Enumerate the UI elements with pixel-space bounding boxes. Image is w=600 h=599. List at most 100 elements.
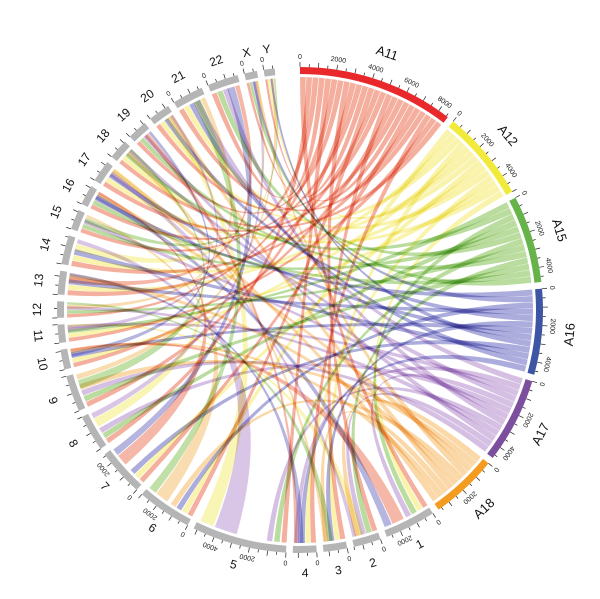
tick-mark <box>152 505 157 511</box>
segment-label-16: 16 <box>59 176 78 195</box>
tick-mark <box>514 423 518 426</box>
ribbon-5-14 <box>76 239 251 535</box>
ribbon-A17-15 <box>83 219 509 420</box>
ribbon-A11-5 <box>281 78 332 543</box>
tick-mark <box>362 544 365 550</box>
segment-arc-A16 <box>527 288 543 375</box>
tick-mark <box>459 124 463 128</box>
tick-mark <box>77 416 82 420</box>
tick-mark <box>72 402 76 404</box>
tick-label: 2000 <box>396 533 413 546</box>
segment-label-10: 10 <box>34 356 51 372</box>
tick-mark <box>539 266 545 268</box>
tick-mark <box>441 507 444 511</box>
tick-mark <box>497 166 501 169</box>
tick-mark <box>424 518 427 522</box>
tick-mark <box>414 93 418 97</box>
tick-mark <box>446 113 449 117</box>
tick-mark <box>168 516 172 521</box>
tick-mark <box>252 68 254 72</box>
tick-mark <box>526 398 532 401</box>
segment-label-9: 9 <box>45 395 61 406</box>
segment-arc-Y <box>263 68 276 77</box>
tick-mark <box>242 68 245 74</box>
tick-mark <box>139 120 144 125</box>
tick-mark <box>60 253 64 256</box>
tick-mark <box>540 343 546 346</box>
segment-arc-4 <box>292 545 317 553</box>
tick-mark <box>438 106 443 111</box>
tick-mark <box>372 73 375 79</box>
tick-mark <box>125 132 130 137</box>
segment-arc-A17 <box>487 379 533 459</box>
tick-label: 0 <box>548 286 555 291</box>
segment-arc-A11 <box>300 67 448 123</box>
ribbon-A18-20 <box>168 115 454 490</box>
ribbon-A15-19 <box>140 137 527 270</box>
tick-mark <box>519 204 523 207</box>
tick-mark <box>466 129 471 134</box>
tick-mark <box>532 239 536 241</box>
tick-mark <box>485 151 489 154</box>
segment-arc-7 <box>104 450 142 490</box>
tick-label: 0 <box>180 530 187 538</box>
tick-mark <box>100 161 106 166</box>
tick-mark <box>161 511 165 514</box>
segment-label-13: 13 <box>31 273 46 288</box>
ribbon-A17-2 <box>346 393 493 535</box>
tick-mark <box>408 527 411 531</box>
ribbon-A16-13 <box>68 279 533 315</box>
tick-mark <box>203 533 206 537</box>
tick-mark <box>187 88 191 94</box>
tick-mark <box>473 137 477 141</box>
tick-mark <box>529 389 533 392</box>
segment-label-17: 17 <box>75 150 94 169</box>
tick-mark <box>127 483 131 486</box>
segment-label-A11: A11 <box>374 42 400 63</box>
segment-arc-20 <box>150 105 172 125</box>
tick-mark <box>59 369 65 372</box>
segment-arc-A15 <box>509 197 542 283</box>
tick-mark <box>229 543 232 549</box>
tick-mark <box>223 73 226 79</box>
tick-mark <box>535 370 539 373</box>
tick-mark <box>515 195 521 198</box>
ribbon-A12-20 <box>160 120 461 222</box>
tick-label: 0 <box>165 90 172 98</box>
tick-label: 0 <box>260 57 265 65</box>
ribbon-A15-2 <box>351 257 529 534</box>
tick-label: 2000 <box>479 132 495 148</box>
segment-arc-A18 <box>434 458 489 510</box>
segment-arc-22 <box>207 75 240 92</box>
tick-mark <box>73 209 78 213</box>
tick-label: 2000 <box>239 552 256 562</box>
segment-label-14: 14 <box>37 236 54 253</box>
tick-mark <box>380 539 383 545</box>
tick-mark <box>61 375 67 378</box>
tick-mark <box>90 177 95 181</box>
segment-label-6: 6 <box>146 520 160 536</box>
tick-mark <box>354 68 357 74</box>
segment-arc-19 <box>129 123 150 142</box>
tick-mark <box>107 153 112 157</box>
tick-mark <box>532 380 538 384</box>
tick-mark <box>107 462 112 467</box>
tick-mark <box>85 184 91 188</box>
ribbon-A11-21 <box>179 108 426 212</box>
tick-label: 0 <box>434 517 441 525</box>
segment-label-A17: A17 <box>528 420 552 447</box>
tick-mark <box>452 117 457 122</box>
segment-arc-A12 <box>448 121 513 196</box>
tick-mark <box>184 525 188 531</box>
segment-label-3: 3 <box>334 563 343 578</box>
tick-label: 2000 <box>330 56 347 65</box>
segment-label-19: 19 <box>114 105 134 125</box>
tick-mark <box>177 520 180 524</box>
tick-mark <box>82 193 86 196</box>
tick-mark <box>134 127 137 131</box>
tick-label: 2000 <box>461 489 477 505</box>
tick-label: 0 <box>455 110 463 118</box>
tick-label: 0 <box>126 493 134 501</box>
ribbon-A15-1 <box>373 214 515 515</box>
